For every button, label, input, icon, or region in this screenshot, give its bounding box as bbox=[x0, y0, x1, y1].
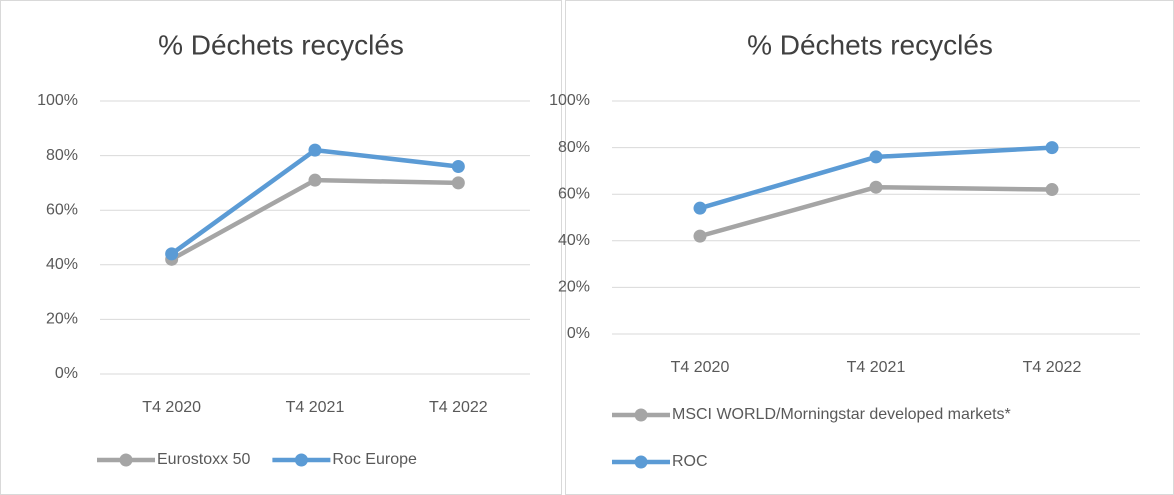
point bbox=[1045, 141, 1059, 155]
point bbox=[165, 247, 179, 261]
y-tick-label: 80% bbox=[558, 139, 590, 156]
legend-label: Roc Europe bbox=[332, 451, 417, 468]
chart-title: % Déchets recyclés bbox=[158, 29, 404, 60]
y-tick-label: 60% bbox=[46, 201, 78, 218]
x-tick-label: T4 2022 bbox=[1023, 359, 1082, 376]
y-tick-label: 100% bbox=[37, 92, 78, 109]
point bbox=[869, 150, 883, 164]
legend-marker bbox=[634, 455, 648, 469]
chart-title: % Déchets recyclés bbox=[747, 29, 993, 60]
x-tick-label: T4 2021 bbox=[847, 359, 906, 376]
legend-marker bbox=[119, 453, 133, 467]
legend-label: MSCI WORLD/Morningstar developed markets… bbox=[672, 406, 1011, 423]
legend-marker bbox=[634, 408, 648, 422]
x-tick-label: T4 2022 bbox=[429, 399, 488, 416]
y-tick-label: 80% bbox=[46, 147, 78, 164]
x-tick-label: T4 2020 bbox=[671, 359, 730, 376]
chart-panel bbox=[565, 0, 1174, 495]
point bbox=[308, 173, 322, 187]
point bbox=[451, 176, 465, 190]
point bbox=[693, 201, 707, 215]
chart-panel bbox=[0, 0, 562, 495]
x-tick-label: T4 2021 bbox=[286, 399, 345, 416]
point bbox=[1045, 183, 1059, 197]
legend-label: ROC bbox=[672, 453, 708, 470]
y-tick-label: 40% bbox=[558, 232, 590, 249]
point bbox=[869, 180, 883, 194]
x-tick-label: T4 2020 bbox=[142, 399, 201, 416]
point bbox=[693, 229, 707, 243]
y-tick-label: 0% bbox=[567, 325, 590, 342]
legend-marker bbox=[294, 453, 308, 467]
y-tick-label: 40% bbox=[46, 256, 78, 273]
y-tick-label: 60% bbox=[558, 185, 590, 202]
point bbox=[308, 143, 322, 157]
y-tick-label: 100% bbox=[549, 92, 590, 109]
legend-label: Eurostoxx 50 bbox=[157, 451, 250, 468]
y-tick-label: 0% bbox=[55, 365, 78, 382]
y-tick-label: 20% bbox=[46, 311, 78, 328]
point bbox=[451, 160, 465, 174]
y-tick-label: 20% bbox=[558, 279, 590, 296]
